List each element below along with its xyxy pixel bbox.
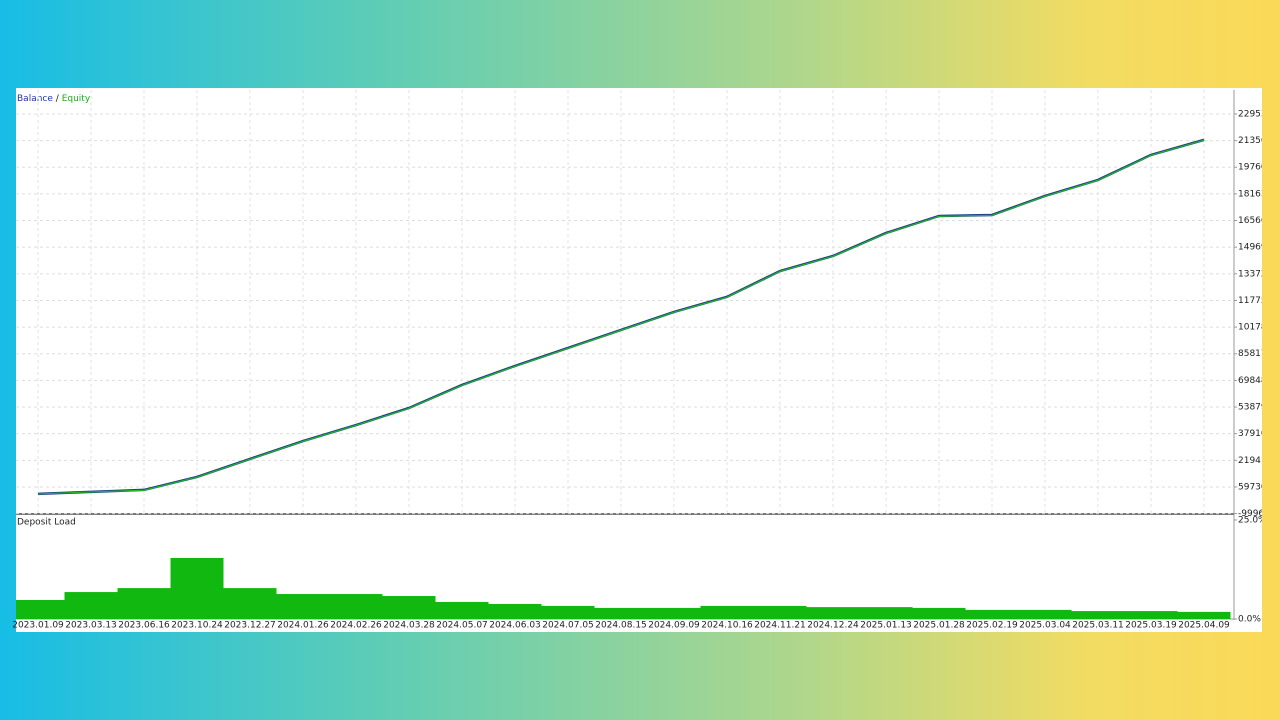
y-tick-label: 858170 [1238, 349, 1273, 359]
legend-separator: / [56, 94, 60, 104]
x-tick-label: 2024.05.07 [436, 621, 488, 631]
x-tick-label: 2025.02.19 [966, 621, 1018, 631]
bar [1018, 609, 1072, 619]
bar [382, 596, 436, 619]
y-tick-label: 59730 [1238, 482, 1267, 492]
panel-title: Deposit Load [17, 518, 76, 528]
bar [806, 607, 860, 619]
legend: Balance / Equity [17, 94, 91, 104]
x-tick-label: 2024.11.21 [754, 621, 806, 631]
y-tick-label: 379100 [1238, 429, 1273, 439]
y-tick-label: -99960 [1238, 509, 1270, 519]
bar [1124, 611, 1178, 619]
legend-balance: Balance [17, 94, 53, 104]
x-tick-label: 2024.01.26 [277, 621, 329, 631]
x-tick-label: 2024.10.16 [701, 621, 753, 631]
y-tick-label: 1337240 [1238, 269, 1278, 279]
y-tick-label: 2135690 [1238, 136, 1278, 146]
x-tick-label: 2023.01.09 [12, 621, 64, 631]
x-tick-label: 2025.03.11 [1072, 621, 1124, 631]
bar [912, 607, 966, 619]
x-tick-label: 2025.04.09 [1178, 621, 1230, 631]
x-tick-label: 2024.07.05 [542, 621, 594, 631]
x-tick-label: 2024.12.24 [807, 621, 859, 631]
bar [1177, 611, 1231, 619]
x-tick-label: 2023.10.24 [171, 621, 223, 631]
x-tick-label: 2023.12.27 [224, 621, 276, 631]
y-tick-label: 1177550 [1238, 296, 1278, 306]
x-tick-label: 2023.06.16 [118, 621, 170, 631]
y-tick-label: 1656620 [1238, 216, 1278, 226]
y-tick-label: 219410 [1238, 456, 1273, 466]
bar [64, 592, 118, 619]
x-tick-label: 2023.03.13 [65, 621, 117, 631]
bar [753, 605, 807, 619]
bar [594, 607, 648, 619]
x-tick-label: 2024.02.26 [330, 621, 382, 631]
y-tick-label: 1816310 [1238, 189, 1278, 199]
y-tick-label: 25.0% [1238, 515, 1267, 525]
y-tick-label: 538790 [1238, 403, 1273, 413]
bar [859, 607, 913, 619]
y-tick-label: 1496930 [1238, 243, 1278, 253]
bar [329, 594, 383, 619]
x-tick-label: 2025.03.04 [1019, 621, 1071, 631]
x-tick-label: 2025.03.19 [1125, 621, 1177, 631]
x-tick-label: 2024.03.28 [383, 621, 435, 631]
bar [965, 609, 1019, 619]
bar [16, 599, 65, 619]
x-tick-label: 2025.01.28 [913, 621, 965, 631]
y-tick-label: 0.0% [1238, 615, 1261, 625]
y-tick-label: 1976000 [1238, 163, 1278, 173]
bar [170, 557, 224, 619]
x-tick-label: 2025.01.13 [860, 621, 912, 631]
x-tick-label: 2024.08.15 [595, 621, 647, 631]
y-tick-label: 1017860 [1238, 323, 1278, 333]
panel [16, 88, 1262, 632]
bar [117, 588, 171, 619]
x-tick-label: 2024.06.03 [489, 621, 541, 631]
bar [541, 605, 595, 619]
series-line [37, 139, 1205, 495]
bar [276, 594, 330, 619]
bar [223, 588, 277, 619]
bar [647, 607, 701, 619]
bar [488, 603, 542, 619]
bar [435, 601, 489, 619]
bar [1071, 611, 1125, 619]
x-tick-label: 2024.09.09 [648, 621, 700, 631]
bar [700, 605, 754, 619]
y-tick-label: 2295380 [1238, 109, 1278, 119]
y-tick-label: 698480 [1238, 376, 1273, 386]
legend-equity: Equity [62, 94, 91, 104]
y-labels: -99960 59730 219410 379100 538790 698480 85817… [1238, 109, 1278, 625]
